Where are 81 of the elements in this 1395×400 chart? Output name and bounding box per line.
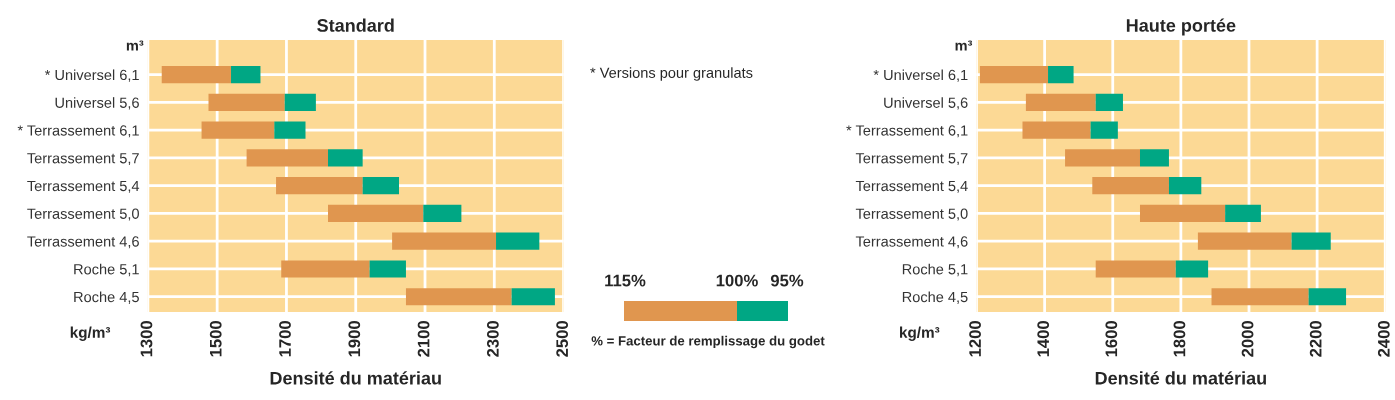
bar [1090,121,1118,139]
bar [392,232,497,250]
y-axis-title: m³ [126,40,144,51]
x-tick-label: 1300 [140,321,153,357]
text: * Versions pour granulats [590,67,753,81]
bar [423,204,462,223]
text: % = Facteur de remplissage du godet [591,335,825,349]
y-tick-label: Terrassement 5,4 [855,180,968,193]
x-axis-title: Densité du matériau [270,371,441,385]
bar [161,66,232,84]
chart-title: Standard [317,18,394,32]
bar [1022,121,1091,139]
bar [369,260,406,278]
y-tick-label: Roche 4,5 [902,291,968,304]
y-axis-title: m³ [955,40,973,51]
bar [1175,260,1209,278]
bar [496,232,540,250]
y-tick-label: Roche 5,1 [902,263,968,277]
x-tick-label: 2200 [1309,321,1322,357]
bar [1308,288,1347,306]
bar [246,149,329,167]
bar [1139,149,1169,167]
bar [231,66,261,84]
x-tick-label: 1800 [1173,321,1186,357]
y-tick-label: Universel 5,6 [55,97,139,110]
bar [1065,149,1140,167]
y-tick-label: Roche 5,1 [74,263,139,277]
y-tick-label: Terrassement 5,7 [27,153,139,166]
bar [328,149,363,167]
y-tick-label: Terrassement 5,0 [855,208,968,221]
y-tick-label: Terrassement 5,4 [27,180,140,193]
chart-title: Haute portée [1126,18,1236,36]
bar [1225,204,1261,223]
text: 95% [770,274,804,287]
bar [1092,177,1169,195]
x-tick-label: 1700 [279,321,291,357]
text: kg/m³ [70,326,111,341]
bar [1197,232,1292,250]
y-tick-label: * Universel 6,1 [44,69,139,82]
bar [284,93,316,112]
text: 100% [716,274,758,287]
y-tick-label: Terrassement 5,7 [855,153,968,166]
x-tick-label: 1200 [969,321,981,357]
x-tick-label: 2100 [417,321,430,357]
bar [405,288,512,306]
x-tick-label: 2000 [1241,321,1254,357]
x-tick-label: 1500 [209,321,222,357]
y-tick-label: Roche 4,5 [74,291,139,304]
bar [274,121,306,139]
x-tick-label: 1600 [1105,321,1118,357]
bar [1025,93,1096,112]
bar [208,93,285,112]
y-tick-label: * Terrassement 6,1 [846,125,968,138]
bar [979,66,1049,84]
x-tick-label: 1400 [1037,321,1050,357]
bar [362,177,400,195]
bar [1095,260,1176,278]
text: 115% [605,274,646,287]
x-tick-label: 2300 [486,321,499,357]
y-tick-label: * Universel 6,1 [873,69,968,82]
x-tick-label: 1900 [348,321,361,357]
x-tick-label: 2400 [1377,321,1390,357]
bar [328,204,424,223]
y-tick-label: Terrassement 5,0 [27,208,139,221]
bar [201,121,275,139]
bar [1139,204,1226,223]
bar [1048,66,1074,84]
bar [1168,177,1202,195]
bar [1095,93,1123,112]
bar [276,177,363,195]
x-tick-label: 2500 [556,321,569,357]
x-axis-title: Densité du matériau [1095,371,1266,385]
y-tick-label: Terrassement 4,6 [855,236,968,249]
bar [1291,232,1331,250]
bar [511,288,555,306]
text: kg/m³ [900,326,940,341]
y-tick-label: Universel 5,6 [884,97,968,110]
bar [281,260,370,278]
y-tick-label: Terrassement 4,6 [27,236,139,249]
y-tick-label: * Terrassement 6,1 [17,125,139,138]
bar [1211,288,1309,306]
